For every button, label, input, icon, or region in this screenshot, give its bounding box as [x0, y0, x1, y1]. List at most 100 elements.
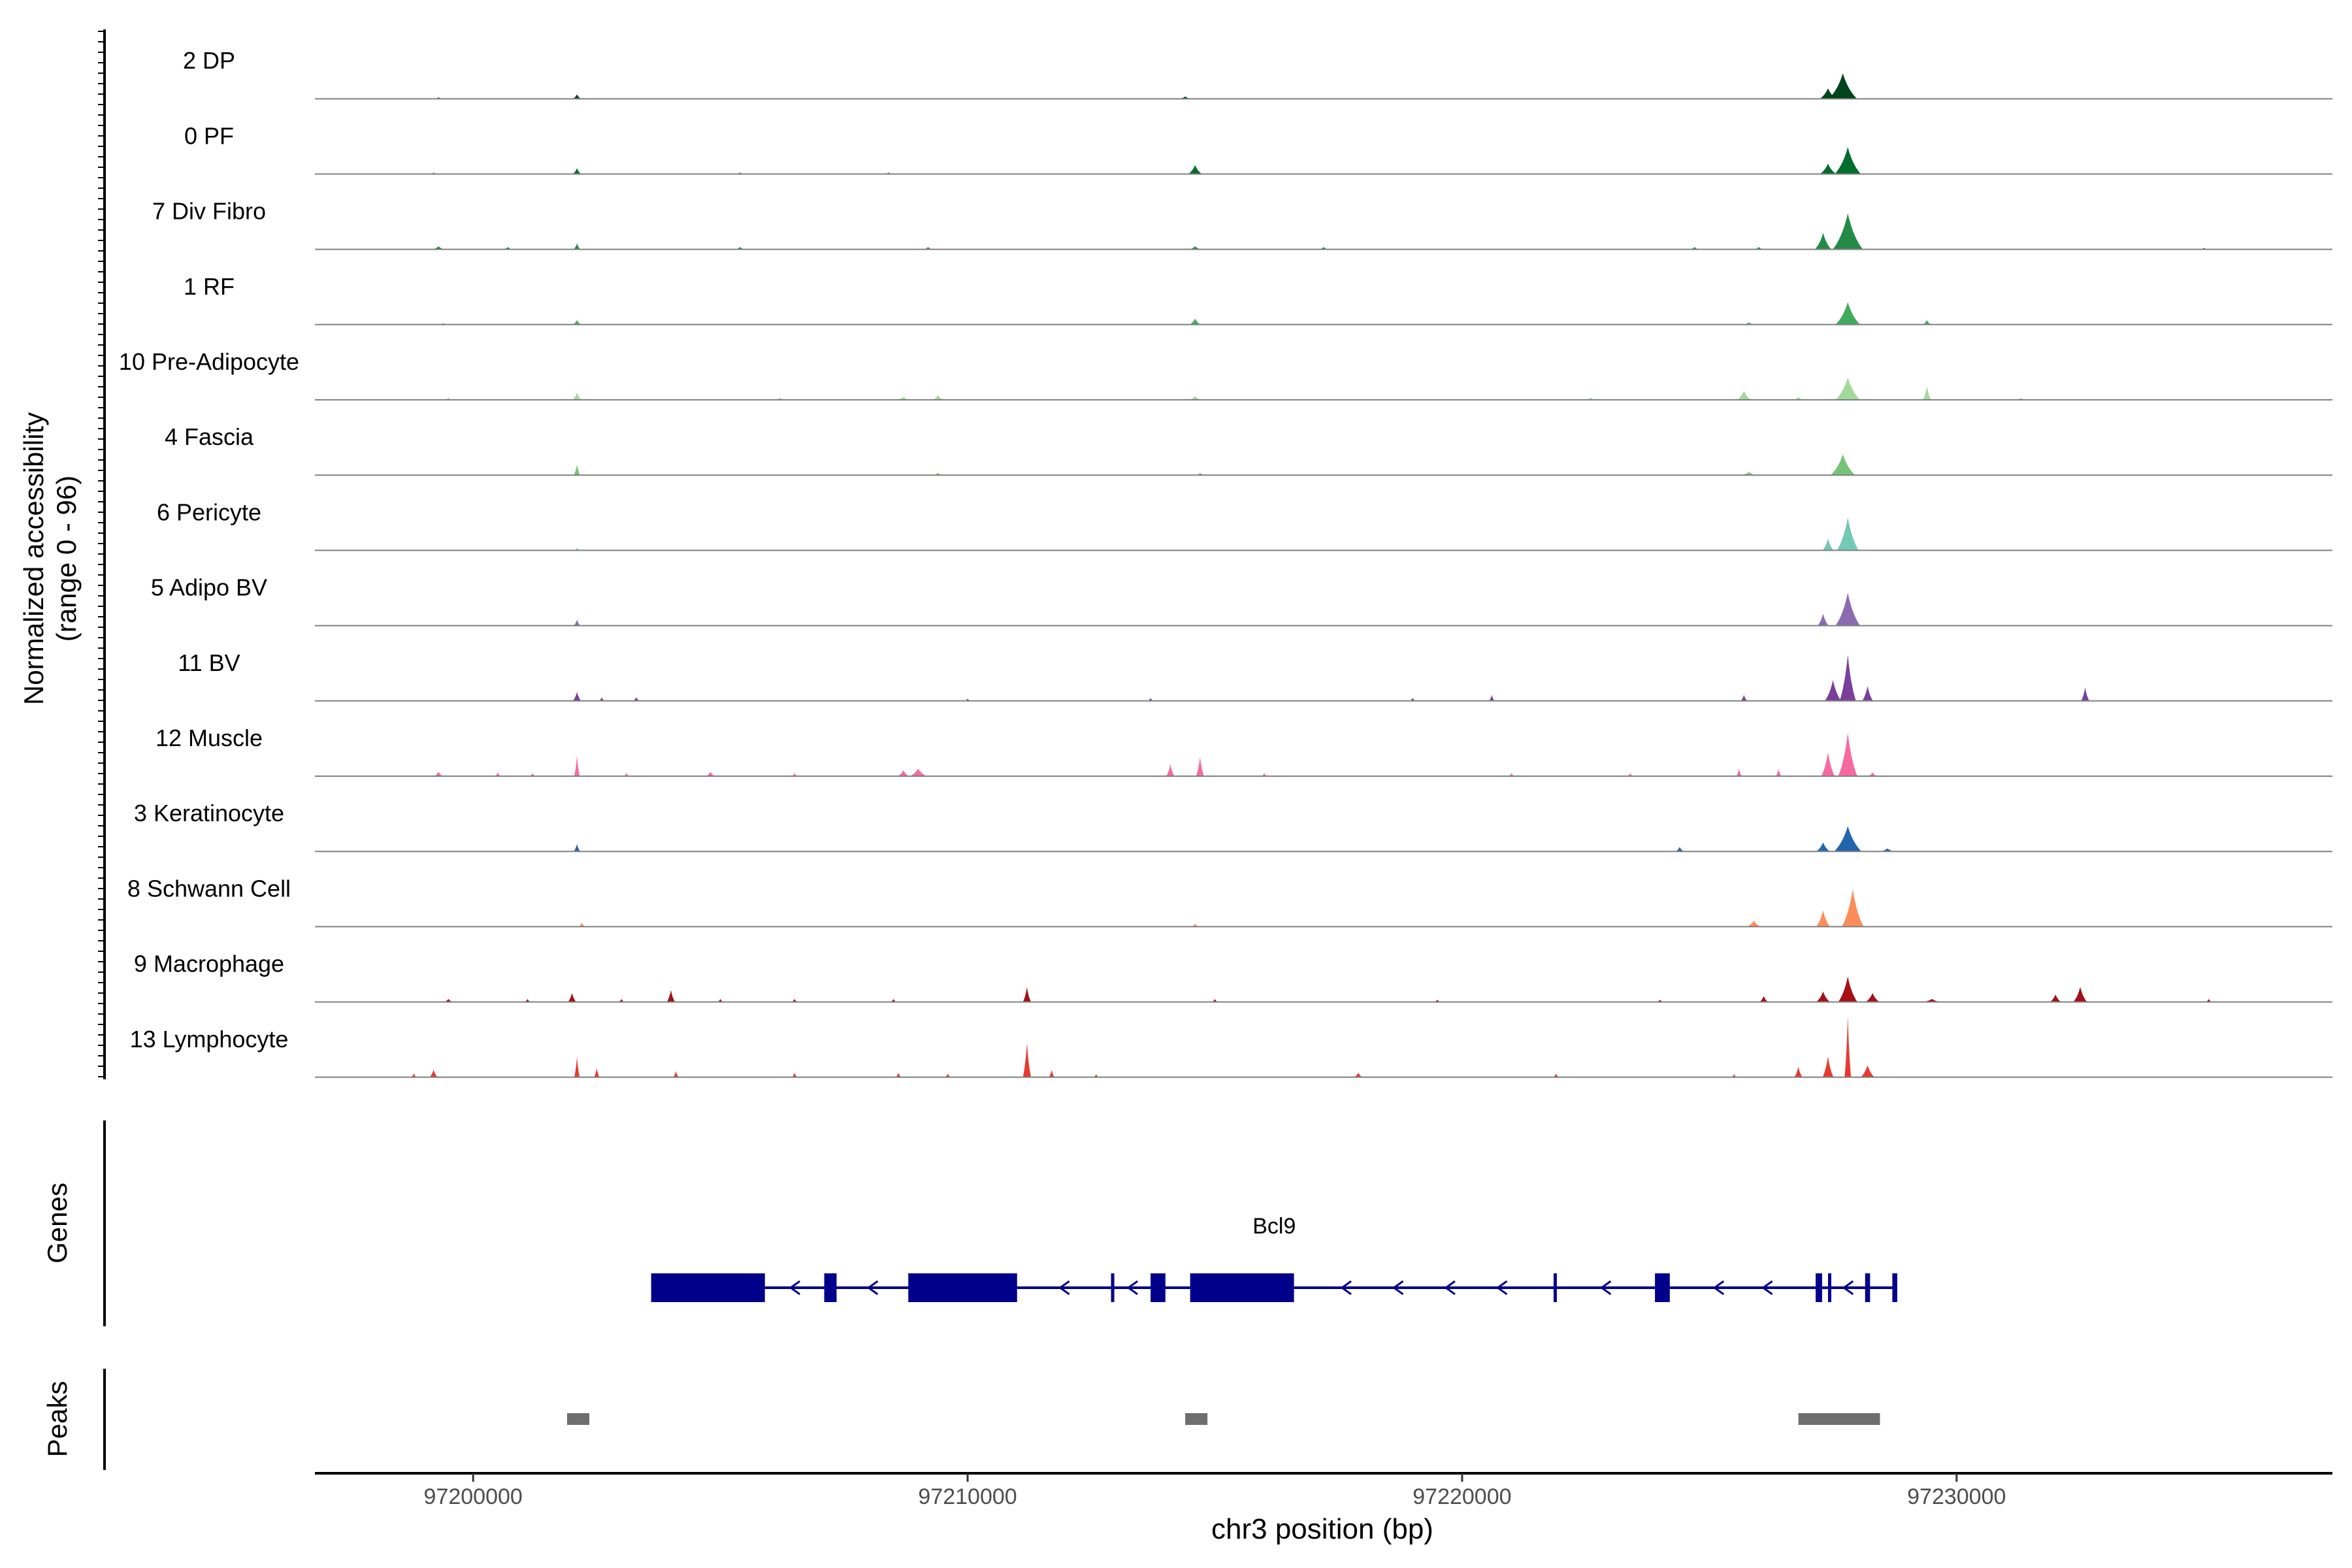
gene-name: Bcl9 — [1252, 1214, 1296, 1239]
coverage-peak — [1838, 732, 1857, 776]
coverage-peak — [1835, 593, 1861, 626]
gene-track: Bcl9 — [651, 1214, 1897, 1302]
gene-exon — [1816, 1273, 1822, 1302]
coverage-peak — [717, 999, 723, 1002]
coverage-peak — [1820, 88, 1837, 99]
track-12: 8 Schwann Cell — [127, 875, 2332, 928]
track-label: 8 Schwann Cell — [127, 875, 291, 902]
coverage-peak — [2081, 687, 2089, 701]
gene-exon — [824, 1273, 837, 1302]
peak-region — [567, 1413, 590, 1425]
coverage-peak — [623, 773, 629, 776]
strand-arrow — [1842, 1280, 1854, 1296]
coverage-peak — [1822, 538, 1834, 551]
track-8: 5 Adipo BV — [151, 574, 2332, 627]
strand-arrow — [1392, 1280, 1404, 1296]
coverage-peak — [1794, 1066, 1803, 1077]
coverage-peak — [1829, 73, 1857, 99]
genes-label: Genes — [42, 1183, 73, 1264]
coverage-peak — [1834, 826, 1862, 852]
x-tick-label: 97220000 — [1413, 1484, 1511, 1509]
track-label: 12 Muscle — [155, 725, 263, 751]
track-2: 0 PF — [184, 122, 2332, 175]
track-10: 12 Muscle — [155, 725, 2332, 777]
strand-arrow — [1599, 1280, 1612, 1296]
coverage-peak — [1816, 842, 1830, 852]
track-11: 3 Keratinocyte — [134, 800, 2332, 853]
coverage-peak — [572, 392, 581, 400]
coverage-peak — [434, 772, 443, 776]
track-14: 13 Lymphocyte — [130, 1015, 2332, 1078]
track-3: 7 Div Fibro — [152, 198, 2332, 250]
coverage-peak — [574, 1056, 580, 1077]
coverage-peak — [598, 697, 605, 701]
coverage-peak — [572, 94, 581, 99]
coverage-peak — [444, 999, 453, 1002]
coverage-peak — [572, 319, 581, 325]
coverage-peak — [1747, 921, 1761, 927]
coverage-peak — [1923, 319, 1931, 325]
x-axis: 97200000 97210000 97220000 97230000 — [315, 1472, 2332, 1509]
coverage-peak — [898, 397, 909, 400]
coverage-peak — [1822, 1056, 1834, 1077]
coverage-peak — [1627, 773, 1633, 776]
coverage-peak — [1861, 1065, 1874, 1077]
coverage-peak — [1022, 987, 1032, 1002]
coverage-peak — [673, 1071, 679, 1077]
coverage-peak — [1923, 999, 1940, 1002]
gene-exon — [1151, 1273, 1166, 1302]
peak-region — [1185, 1413, 1208, 1425]
coverage-peak — [1093, 1074, 1100, 1077]
strand-arrow — [1495, 1280, 1508, 1296]
gene-exon — [1892, 1273, 1897, 1302]
coverage-peak — [1410, 698, 1416, 701]
x-tick-label: 97210000 — [918, 1484, 1017, 1509]
coverage-peak — [1833, 213, 1863, 250]
gene-exon — [1190, 1273, 1294, 1302]
coverage-peak — [1820, 163, 1837, 174]
coverage-peak — [574, 843, 581, 852]
track-label: 13 Lymphocyte — [130, 1026, 289, 1053]
track-label: 5 Adipo BV — [151, 574, 267, 601]
coverage-peak — [791, 773, 798, 776]
coverage-peak — [2073, 987, 2087, 1002]
gene-exon — [1828, 1273, 1831, 1302]
gene-exon — [1553, 1273, 1557, 1302]
coverage-peak — [1838, 976, 1857, 1002]
coverage-peak — [1830, 454, 1855, 476]
track-1: 2 DP — [183, 47, 2332, 100]
coverage-peak — [1844, 1015, 1852, 1077]
coverage-peak — [1737, 391, 1751, 400]
track-label: 4 Fascia — [165, 423, 254, 450]
coverage-peak — [666, 990, 676, 1002]
coverage-peak — [619, 999, 625, 1002]
peaks-track — [567, 1413, 1880, 1425]
coverage-peak — [1147, 698, 1154, 701]
coverage-peak — [1262, 773, 1267, 776]
track-label: 7 Div Fibro — [152, 198, 266, 225]
coverage-peak — [1742, 472, 1756, 476]
coverage-peak — [572, 692, 581, 701]
coverage-peak — [1776, 768, 1782, 776]
track-6: 4 Fascia — [165, 423, 2332, 476]
coverage-peak — [1188, 165, 1202, 174]
coverage-peak — [1862, 685, 1873, 701]
coverage-peak — [1509, 773, 1514, 776]
coverage-peak — [1189, 246, 1201, 250]
track-9: 11 BV — [178, 649, 2332, 702]
coverage-peak — [1880, 848, 1895, 852]
coverage-peak — [945, 1073, 951, 1077]
strand-arrow — [1340, 1280, 1352, 1296]
coverage-tracks: 2 DP 0 PF 7 Div Fibro 1 RF 10 Pre-Adipocyte 4… — [119, 47, 2332, 1078]
coverage-peak — [1835, 302, 1861, 325]
track-label: 2 DP — [183, 47, 235, 74]
coverage-peak — [495, 772, 501, 776]
coverage-peak — [791, 999, 798, 1002]
y-axis-label: Normalized accessibility — [18, 412, 49, 705]
strand-arrow — [1761, 1280, 1773, 1296]
y-axis-range-label: (range 0 - 96) — [51, 476, 82, 642]
coverage-peak — [1868, 772, 1877, 776]
strand-arrow — [789, 1280, 801, 1296]
coverage-peak — [1354, 1072, 1363, 1077]
